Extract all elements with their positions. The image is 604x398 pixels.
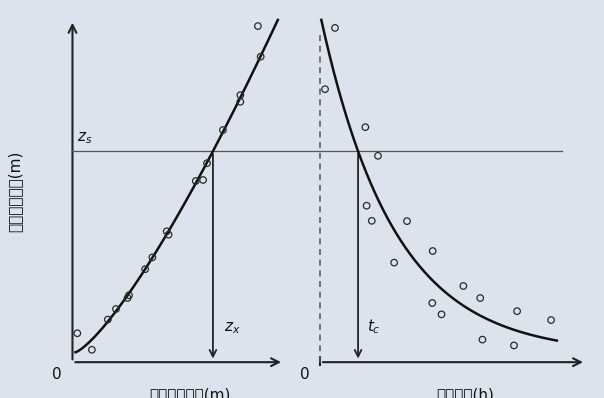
Point xyxy=(373,153,383,159)
Point xyxy=(437,311,446,318)
Point xyxy=(253,23,263,29)
Point xyxy=(475,295,485,301)
Point xyxy=(236,92,245,98)
Point xyxy=(218,127,228,133)
Point xyxy=(202,160,212,166)
Text: $t_c$: $t_c$ xyxy=(367,318,380,336)
Point xyxy=(162,228,172,234)
Point xyxy=(546,317,556,323)
Point xyxy=(361,124,370,131)
Text: 0: 0 xyxy=(300,367,309,382)
Point xyxy=(198,177,208,183)
Point xyxy=(103,316,112,323)
Point xyxy=(458,283,468,289)
Point xyxy=(320,86,330,92)
Point xyxy=(256,53,266,60)
Point xyxy=(478,336,487,343)
Point xyxy=(330,25,340,31)
Point xyxy=(123,295,132,301)
Point xyxy=(428,300,437,306)
Point xyxy=(124,292,134,298)
Text: $z_x$: $z_x$ xyxy=(224,321,240,336)
Text: 下游洪峰水位(m): 下游洪峰水位(m) xyxy=(150,387,231,398)
Point xyxy=(390,259,399,266)
Text: 上游洪峰水位(m): 上游洪峰水位(m) xyxy=(8,150,22,232)
Text: 0: 0 xyxy=(52,367,62,382)
Point xyxy=(147,254,157,261)
Point xyxy=(72,330,82,336)
Text: $z_s$: $z_s$ xyxy=(77,131,92,146)
Text: 传播时间(h): 传播时间(h) xyxy=(436,387,494,398)
Point xyxy=(509,342,519,349)
Point xyxy=(140,266,150,272)
Point xyxy=(87,347,97,353)
Point xyxy=(402,218,412,224)
Point xyxy=(111,306,121,312)
Point xyxy=(367,218,377,224)
Point xyxy=(512,308,522,314)
Point xyxy=(164,232,173,238)
Point xyxy=(191,178,201,184)
Point xyxy=(236,99,245,105)
Point xyxy=(362,203,371,209)
Point xyxy=(428,248,437,254)
